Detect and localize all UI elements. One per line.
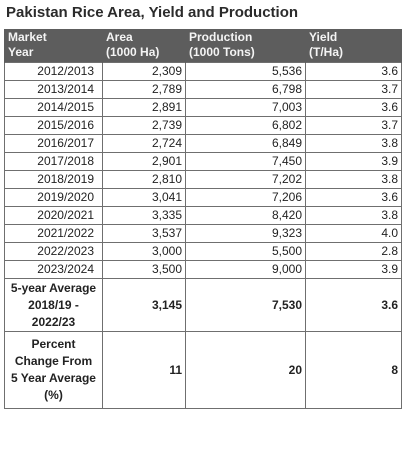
cell-area: 3,041 [102, 188, 186, 207]
header-area: Area (1000 Ha) [102, 29, 186, 63]
header-market-year: Market Year [4, 29, 103, 63]
table-row: 2021/2022 3,537 9,323 4.0 [4, 224, 402, 243]
percent-yield: 8 [305, 331, 402, 409]
cell-production: 7,450 [185, 152, 306, 171]
cell-production: 9,323 [185, 224, 306, 243]
cell-yield: 3.6 [305, 98, 402, 117]
percent-area: 11 [102, 331, 186, 409]
average-yield: 3.6 [305, 278, 402, 332]
cell-year: 2022/2023 [4, 242, 103, 261]
average-label-line: 2022/23 [31, 314, 76, 329]
table-row: 2020/2021 3,335 8,420 3.8 [4, 206, 402, 225]
cell-year: 2021/2022 [4, 224, 103, 243]
cell-yield: 3.7 [305, 116, 402, 135]
average-label-line: 2018/19 - [28, 297, 79, 312]
cell-yield: 4.0 [305, 224, 402, 243]
average-production: 7,530 [185, 278, 306, 332]
cell-area: 2,810 [102, 170, 186, 189]
table-row: 2014/2015 2,891 7,003 3.6 [4, 98, 402, 117]
average-label-line: 5-year Average [10, 280, 97, 295]
cell-yield: 3.6 [305, 62, 402, 81]
header-label: Area [106, 30, 133, 44]
cell-area: 2,891 [102, 98, 186, 117]
percent-change-row: Percent Change From 5 Year Average (%) 1… [4, 331, 402, 409]
percent-label-line: Change From [14, 354, 93, 368]
header-label: (1000 Tons) [189, 45, 255, 59]
header-label: Year [8, 45, 34, 59]
cell-yield: 3.8 [305, 134, 402, 153]
rice-data-table: Market Year Area (1000 Ha) Production (1… [4, 29, 402, 409]
table-row: 2017/2018 2,901 7,450 3.9 [4, 152, 402, 171]
percent-change-label: Percent Change From 5 Year Average (%) [4, 331, 103, 409]
cell-yield: 3.7 [305, 80, 402, 99]
table-row: 2018/2019 2,810 7,202 3.8 [4, 170, 402, 189]
cell-area: 3,537 [102, 224, 186, 243]
cell-production: 9,000 [185, 260, 306, 279]
cell-year: 2012/2013 [4, 62, 103, 81]
cell-year: 2015/2016 [4, 116, 103, 135]
table-row: 2019/2020 3,041 7,206 3.6 [4, 188, 402, 207]
cell-yield: 3.8 [305, 170, 402, 189]
cell-area: 2,724 [102, 134, 186, 153]
cell-year: 2023/2024 [4, 260, 103, 279]
table-row: 2012/2013 2,309 5,536 3.6 [4, 62, 402, 81]
cell-area: 2,901 [102, 152, 186, 171]
cell-year: 2017/2018 [4, 152, 103, 171]
cell-year: 2014/2015 [4, 98, 103, 117]
header-label: Production [189, 30, 253, 44]
cell-year: 2018/2019 [4, 170, 103, 189]
cell-production: 7,202 [185, 170, 306, 189]
table-row: 2023/2024 3,500 9,000 3.9 [4, 260, 402, 279]
cell-yield: 2.8 [305, 242, 402, 261]
percent-production: 20 [185, 331, 306, 409]
header-production: Production (1000 Tons) [185, 29, 306, 63]
cell-production: 6,802 [185, 116, 306, 135]
average-row: 5-year Average 2018/19 - 2022/23 3,145 7… [4, 278, 402, 332]
cell-production: 7,003 [185, 98, 306, 117]
cell-yield: 3.6 [305, 188, 402, 207]
average-label: 5-year Average 2018/19 - 2022/23 [4, 278, 103, 332]
cell-area: 2,309 [102, 62, 186, 81]
cell-area: 3,000 [102, 242, 186, 261]
header-label: (1000 Ha) [106, 45, 160, 59]
cell-year: 2020/2021 [4, 206, 103, 225]
cell-area: 2,789 [102, 80, 186, 99]
cell-area: 3,500 [102, 260, 186, 279]
header-yield: Yield (T/Ha) [305, 29, 402, 63]
header-label: Yield [309, 30, 338, 44]
header-label: (T/Ha) [309, 45, 343, 59]
header-label: Market [8, 30, 47, 44]
average-area: 3,145 [102, 278, 186, 332]
cell-year: 2016/2017 [4, 134, 103, 153]
cell-production: 5,536 [185, 62, 306, 81]
cell-area: 2,739 [102, 116, 186, 135]
table-title: Pakistan Rice Area, Yield and Production [6, 4, 299, 21]
cell-production: 8,420 [185, 206, 306, 225]
table-row: 2022/2023 3,000 5,500 2.8 [4, 242, 402, 261]
table-row: 2016/2017 2,724 6,849 3.8 [4, 134, 402, 153]
cell-year: 2019/2020 [4, 188, 103, 207]
cell-production: 7,206 [185, 188, 306, 207]
table-row: 2013/2014 2,789 6,798 3.7 [4, 80, 402, 99]
percent-label-line: Percent [31, 337, 76, 351]
cell-yield: 3.8 [305, 206, 402, 225]
percent-label-line: 5 Year Average [11, 371, 96, 385]
cell-yield: 3.9 [305, 152, 402, 171]
percent-label-line: (%) [44, 388, 63, 402]
cell-area: 3,335 [102, 206, 186, 225]
header-row: Market Year Area (1000 Ha) Production (1… [4, 29, 402, 63]
cell-year: 2013/2014 [4, 80, 103, 99]
cell-production: 5,500 [185, 242, 306, 261]
cell-production: 6,798 [185, 80, 306, 99]
cell-production: 6,849 [185, 134, 306, 153]
table-row: 2015/2016 2,739 6,802 3.7 [4, 116, 402, 135]
cell-yield: 3.9 [305, 260, 402, 279]
